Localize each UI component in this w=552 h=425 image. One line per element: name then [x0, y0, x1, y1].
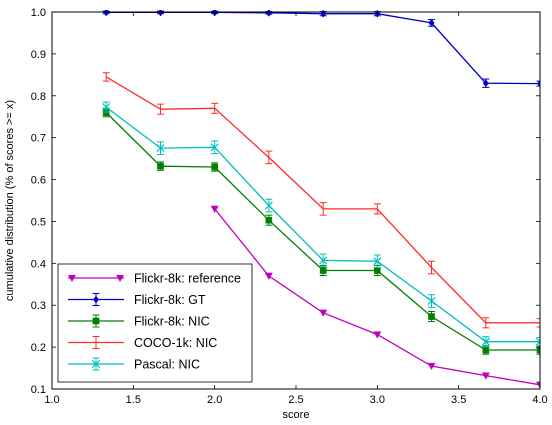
legend-box — [57, 263, 253, 383]
errorbar-3-7 — [482, 317, 490, 329]
data-point-2-8 — [536, 346, 540, 354]
x-tick-label-2: 2.0 — [207, 394, 222, 406]
data-point-0-0 — [210, 205, 219, 213]
data-point-4-4 — [319, 256, 328, 265]
y-tick-label-2: 0.3 — [31, 300, 46, 312]
legend-label-1: Flickr-8k: GT — [134, 293, 206, 307]
series-line-0 — [214, 208, 540, 386]
legend-entry-2: Flickr-8k: NIC — [68, 314, 210, 329]
legend-label-0: Flickr-8k: reference — [134, 272, 241, 286]
legend: Flickr-8k: reference Flickr-8k: GT Flickr-… — [57, 263, 253, 383]
plot-area — [102, 10, 540, 389]
data-point-2-1 — [157, 162, 164, 170]
data-point-0-6 — [535, 381, 540, 389]
data-point-1-7 — [482, 79, 489, 88]
data-point-0-3 — [373, 331, 382, 339]
data-point-0-4 — [427, 362, 436, 371]
y-axis-label: cumulative distribution (% of scores >= … — [4, 100, 16, 301]
data-point-4-1 — [156, 144, 165, 153]
data-point-4-0 — [102, 103, 111, 112]
legend-label-3: COCO-1k: NIC — [134, 336, 217, 350]
data-point-4-5 — [373, 257, 382, 266]
data-point-2-7 — [482, 346, 490, 354]
data-point-2-5 — [374, 267, 381, 274]
x-tick-label-1: 1.5 — [126, 394, 141, 406]
x-tick-label-4: 3.0 — [370, 394, 385, 406]
data-point-1-3 — [265, 10, 272, 17]
y-tick-label-7: 0.8 — [31, 91, 46, 103]
errorbar-3-6 — [428, 260, 436, 275]
y-tick-label-3: 0.4 — [31, 258, 46, 270]
data-point-4-3 — [264, 201, 273, 210]
x-tick-label-0: 1.0 — [44, 394, 59, 406]
errorbar-3-0 — [102, 72, 110, 82]
y-tick-label-5: 0.6 — [31, 175, 46, 187]
legend-label-2: Flickr-8k: NIC — [134, 315, 210, 329]
data-point-1-8 — [536, 79, 540, 88]
errorbar-3-5 — [373, 203, 381, 215]
legend-entry-4: Pascal: NIC — [68, 357, 200, 372]
data-point-0-1 — [264, 272, 273, 281]
errorbar-1-8 — [536, 80, 540, 87]
errorbar-4-8 — [536, 336, 540, 347]
x-tick-label-6: 4.0 — [532, 394, 547, 406]
errorbar-3-1 — [156, 103, 164, 115]
data-point-4-7 — [481, 337, 490, 346]
data-point-4-6 — [427, 297, 436, 306]
y-tick-label-9: 1.0 — [31, 7, 46, 19]
y-tick-label-6: 0.7 — [31, 133, 46, 145]
data-point-0-2 — [319, 309, 328, 317]
y-tick-label-1: 0.2 — [31, 342, 46, 354]
errorbar-3-3 — [265, 150, 273, 165]
x-tick-label-3: 2.5 — [288, 394, 303, 406]
series-group — [102, 10, 540, 389]
legend-entry-3: COCO-1k: NIC — [68, 336, 217, 350]
data-point-2-2 — [211, 163, 218, 171]
y-tick-label-8: 0.9 — [31, 49, 46, 61]
legend-label-4: Pascal: NIC — [134, 358, 200, 372]
data-point-1-6 — [428, 18, 435, 27]
data-point-2-6 — [428, 313, 435, 320]
x-tick-label-5: 3.5 — [451, 394, 466, 406]
series-line-1 — [106, 11, 540, 85]
data-point-4-2 — [210, 143, 219, 152]
legend-entry-0: Flickr-8k: reference — [67, 272, 241, 286]
errorbar-3-2 — [211, 102, 219, 114]
data-point-2-4 — [319, 267, 327, 274]
errorbar-3-4 — [319, 202, 327, 216]
errorbar-3-8 — [536, 318, 540, 328]
legend-entry-1: Flickr-8k: GT — [68, 293, 206, 307]
y-tick-label-0: 0.1 — [31, 384, 46, 396]
data-point-0-5 — [481, 372, 490, 380]
data-point-4-8 — [535, 337, 540, 346]
data-point-2-3 — [265, 216, 273, 224]
axes: 1.0 1.5 2.0 2.5 3.0 3.5 4.0 0.1 0.2 0.3 0.4 0.5 0.6 0… — [4, 7, 548, 421]
x-axis-label: score — [283, 409, 310, 421]
y-tick-label-4: 0.5 — [31, 216, 46, 228]
